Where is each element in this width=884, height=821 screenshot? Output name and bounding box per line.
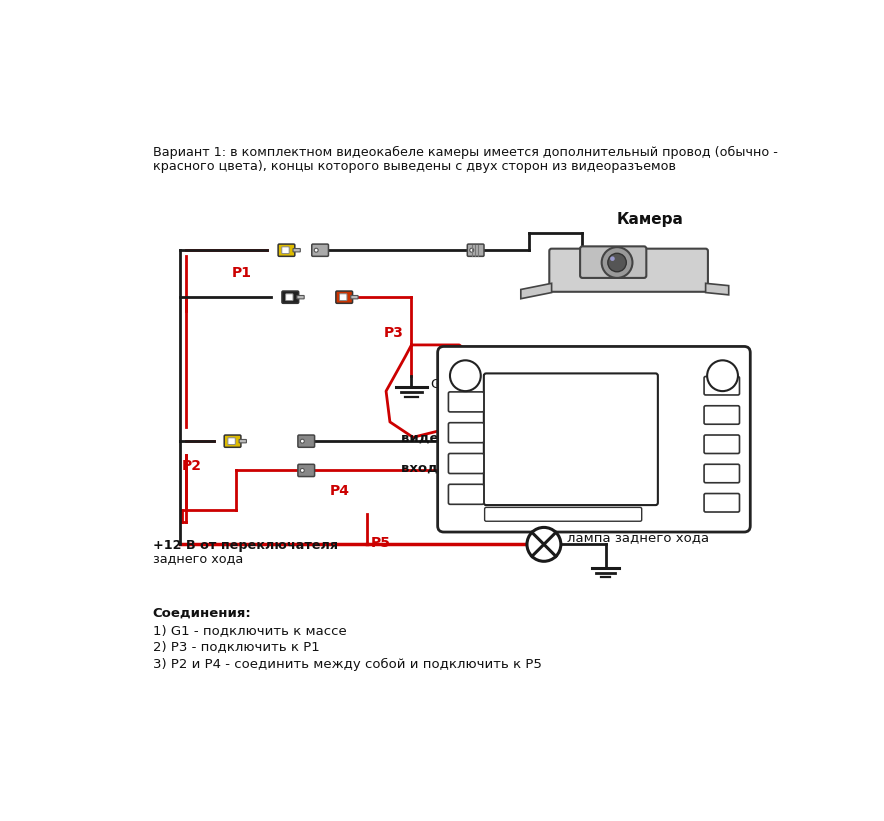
Circle shape bbox=[602, 247, 632, 278]
Text: P2: P2 bbox=[182, 459, 202, 473]
Polygon shape bbox=[705, 283, 728, 295]
Circle shape bbox=[707, 360, 738, 391]
FancyBboxPatch shape bbox=[282, 291, 299, 303]
Text: P1: P1 bbox=[232, 266, 252, 281]
FancyBboxPatch shape bbox=[298, 435, 315, 447]
FancyBboxPatch shape bbox=[468, 244, 484, 256]
Text: P4: P4 bbox=[330, 484, 350, 498]
Circle shape bbox=[610, 256, 614, 261]
FancyBboxPatch shape bbox=[339, 294, 347, 300]
FancyBboxPatch shape bbox=[336, 291, 353, 303]
Text: Магнитола: Магнитола bbox=[527, 432, 615, 447]
FancyBboxPatch shape bbox=[704, 464, 740, 483]
FancyBboxPatch shape bbox=[448, 423, 484, 443]
FancyBboxPatch shape bbox=[286, 294, 293, 300]
FancyBboxPatch shape bbox=[484, 374, 658, 505]
Text: вход "reverse": вход "reverse" bbox=[401, 462, 514, 475]
FancyBboxPatch shape bbox=[580, 246, 646, 278]
Circle shape bbox=[608, 254, 626, 272]
FancyBboxPatch shape bbox=[448, 392, 484, 412]
Circle shape bbox=[469, 248, 474, 252]
Text: Камера: Камера bbox=[617, 212, 684, 227]
FancyBboxPatch shape bbox=[312, 244, 329, 256]
Text: заднего хода: заднего хода bbox=[153, 552, 243, 565]
FancyBboxPatch shape bbox=[278, 244, 295, 256]
Circle shape bbox=[314, 248, 318, 252]
FancyBboxPatch shape bbox=[704, 377, 740, 395]
Text: 1) G1 - подключить к массе: 1) G1 - подключить к массе bbox=[153, 624, 347, 636]
FancyBboxPatch shape bbox=[704, 435, 740, 453]
Text: красного цвета), концы которого выведены с двух сторон из видеоразъемов: красного цвета), концы которого выведены… bbox=[153, 160, 675, 173]
Text: Вариант 1: в комплектном видеокабеле камеры имеется дополнительный провод (обычн: Вариант 1: в комплектном видеокабеле кам… bbox=[153, 146, 778, 159]
FancyBboxPatch shape bbox=[704, 406, 740, 424]
Text: видеовход "Cam-In": видеовход "Cam-In" bbox=[401, 431, 556, 444]
Text: +12 В от переключателя: +12 В от переключателя bbox=[153, 539, 338, 552]
FancyBboxPatch shape bbox=[484, 507, 642, 521]
Circle shape bbox=[450, 360, 481, 391]
Text: 3) Р2 и Р4 - соединить между собой и подключить к Р5: 3) Р2 и Р4 - соединить между собой и под… bbox=[153, 658, 542, 671]
Circle shape bbox=[301, 439, 304, 443]
Polygon shape bbox=[521, 283, 552, 299]
FancyBboxPatch shape bbox=[228, 438, 235, 444]
FancyBboxPatch shape bbox=[549, 249, 708, 291]
Text: лампа заднего хода: лампа заднего хода bbox=[567, 531, 709, 544]
FancyBboxPatch shape bbox=[225, 435, 241, 447]
Text: P3: P3 bbox=[384, 326, 404, 340]
Circle shape bbox=[301, 469, 304, 472]
Text: Соединения:: Соединения: bbox=[153, 607, 252, 620]
FancyBboxPatch shape bbox=[351, 296, 358, 299]
FancyBboxPatch shape bbox=[438, 346, 751, 532]
FancyBboxPatch shape bbox=[448, 484, 484, 504]
Text: 2) Р3 - подключить к Р1: 2) Р3 - подключить к Р1 bbox=[153, 640, 319, 654]
Text: P5: P5 bbox=[370, 536, 391, 550]
Circle shape bbox=[527, 527, 560, 562]
FancyBboxPatch shape bbox=[298, 465, 315, 476]
FancyBboxPatch shape bbox=[704, 493, 740, 512]
FancyBboxPatch shape bbox=[282, 247, 289, 254]
FancyBboxPatch shape bbox=[293, 249, 301, 252]
Text: G1: G1 bbox=[431, 378, 449, 392]
FancyBboxPatch shape bbox=[239, 439, 247, 443]
FancyBboxPatch shape bbox=[448, 453, 484, 474]
FancyBboxPatch shape bbox=[297, 296, 304, 299]
